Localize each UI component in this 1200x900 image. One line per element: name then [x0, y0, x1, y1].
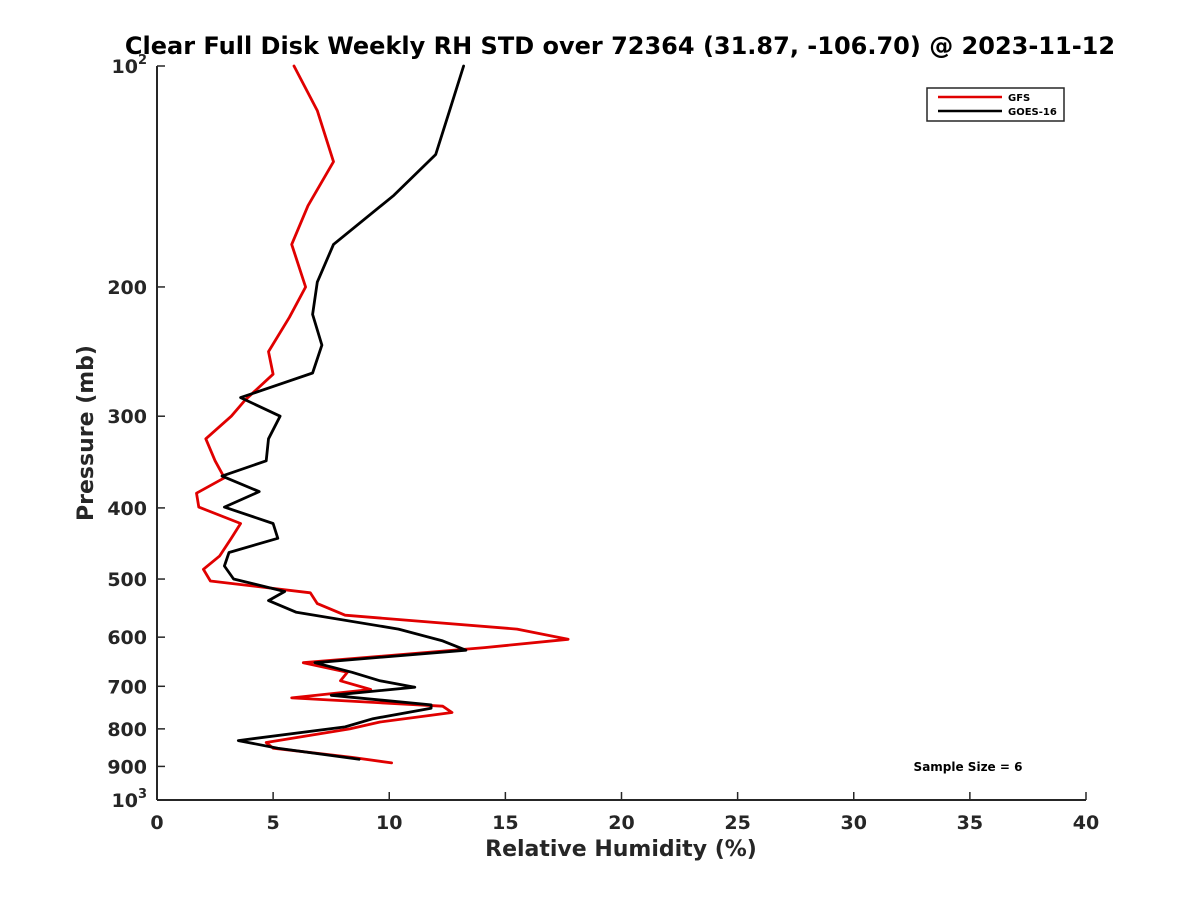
y-tick-label: 700 — [107, 676, 147, 698]
x-ticks: 0 5 10 15 20 25 30 35 40 — [150, 792, 1099, 834]
y-tick-label: 800 — [107, 719, 147, 741]
x-tick-label: 10 — [376, 812, 402, 834]
series-line-goes-16 — [220, 64, 468, 761]
y-tick-label: 200 — [107, 277, 147, 299]
y-tick-label: 102 — [112, 53, 148, 78]
y-tick-label: 400 — [107, 498, 147, 520]
chart-title: Clear Full Disk Weekly RH STD over 72364… — [125, 32, 1115, 60]
axes — [156, 66, 1086, 801]
x-tick-label: 15 — [492, 812, 518, 834]
y-tick-label: 900 — [107, 756, 147, 778]
y-ticks: 102 200 300 400 500 600 700 800 900 103 — [107, 53, 165, 812]
y-tick-label: 600 — [107, 627, 147, 649]
x-tick-label: 20 — [608, 812, 634, 834]
x-axis-label: Relative Humidity (%) — [485, 837, 757, 862]
y-tick-label: 300 — [107, 406, 147, 428]
x-tick-label: 40 — [1073, 812, 1099, 834]
legend-label-gfs: GFS — [1008, 93, 1030, 104]
legend: GFS GOES-16 — [926, 87, 1065, 122]
y-tick-label: 103 — [112, 787, 148, 812]
legend-label-goes16: GOES-16 — [1008, 107, 1057, 118]
x-tick-label: 35 — [957, 812, 983, 834]
sample-size-annotation: Sample Size = 6 — [914, 760, 1023, 774]
x-tick-label: 5 — [267, 812, 280, 834]
legend-box — [926, 87, 1065, 122]
series-line-gfs — [195, 64, 570, 765]
x-tick-label: 25 — [724, 812, 750, 834]
y-tick-label: 500 — [107, 569, 147, 591]
x-tick-label: 30 — [841, 812, 867, 834]
x-tick-label: 0 — [150, 812, 163, 834]
series-layer — [195, 64, 570, 765]
y-axis-label: Pressure (mb) — [74, 345, 99, 521]
